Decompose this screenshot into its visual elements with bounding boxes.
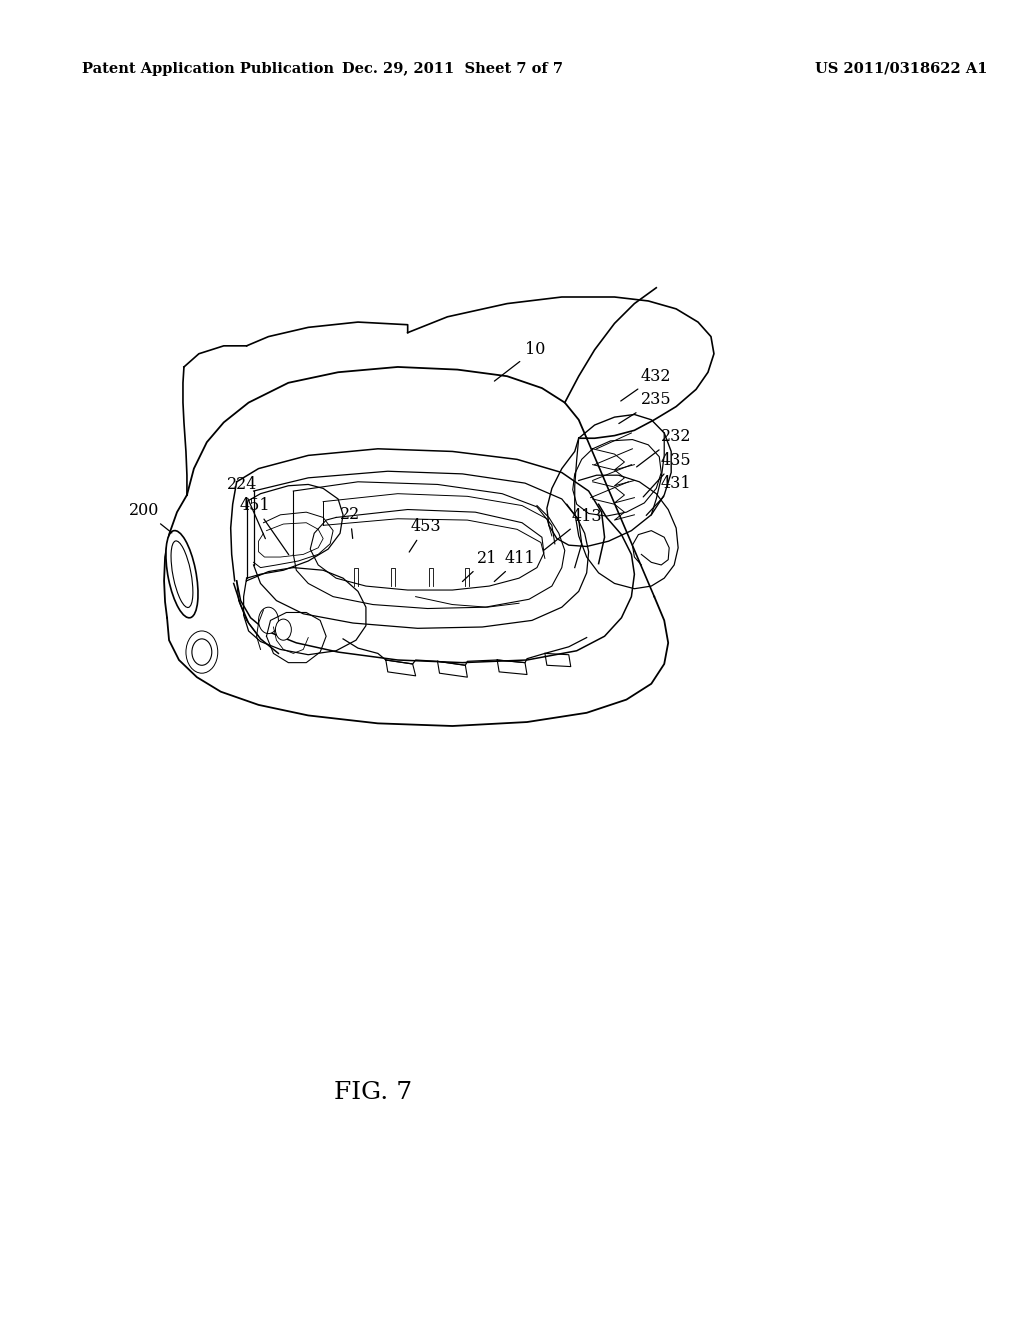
Circle shape [275,619,292,640]
Text: Patent Application Publication: Patent Application Publication [82,62,334,75]
Text: 451: 451 [240,498,289,554]
Text: 21: 21 [463,550,498,582]
Ellipse shape [171,541,193,607]
Ellipse shape [166,531,198,618]
Text: US 2011/0318622 A1: US 2011/0318622 A1 [815,62,988,75]
Text: 435: 435 [643,453,691,496]
Text: 232: 232 [637,429,691,467]
Text: 413: 413 [544,508,602,550]
Text: 22: 22 [340,507,360,539]
Text: 432: 432 [621,368,672,401]
Text: 10: 10 [495,342,545,381]
Text: FIG. 7: FIG. 7 [334,1081,412,1105]
Circle shape [258,607,279,634]
Text: 411: 411 [495,550,536,582]
Text: 235: 235 [618,392,672,424]
Text: 224: 224 [226,477,265,539]
Circle shape [191,639,212,665]
Text: 200: 200 [129,503,172,533]
Text: Dec. 29, 2011  Sheet 7 of 7: Dec. 29, 2011 Sheet 7 of 7 [342,62,563,75]
Text: 453: 453 [410,519,441,552]
Text: 431: 431 [646,475,691,515]
